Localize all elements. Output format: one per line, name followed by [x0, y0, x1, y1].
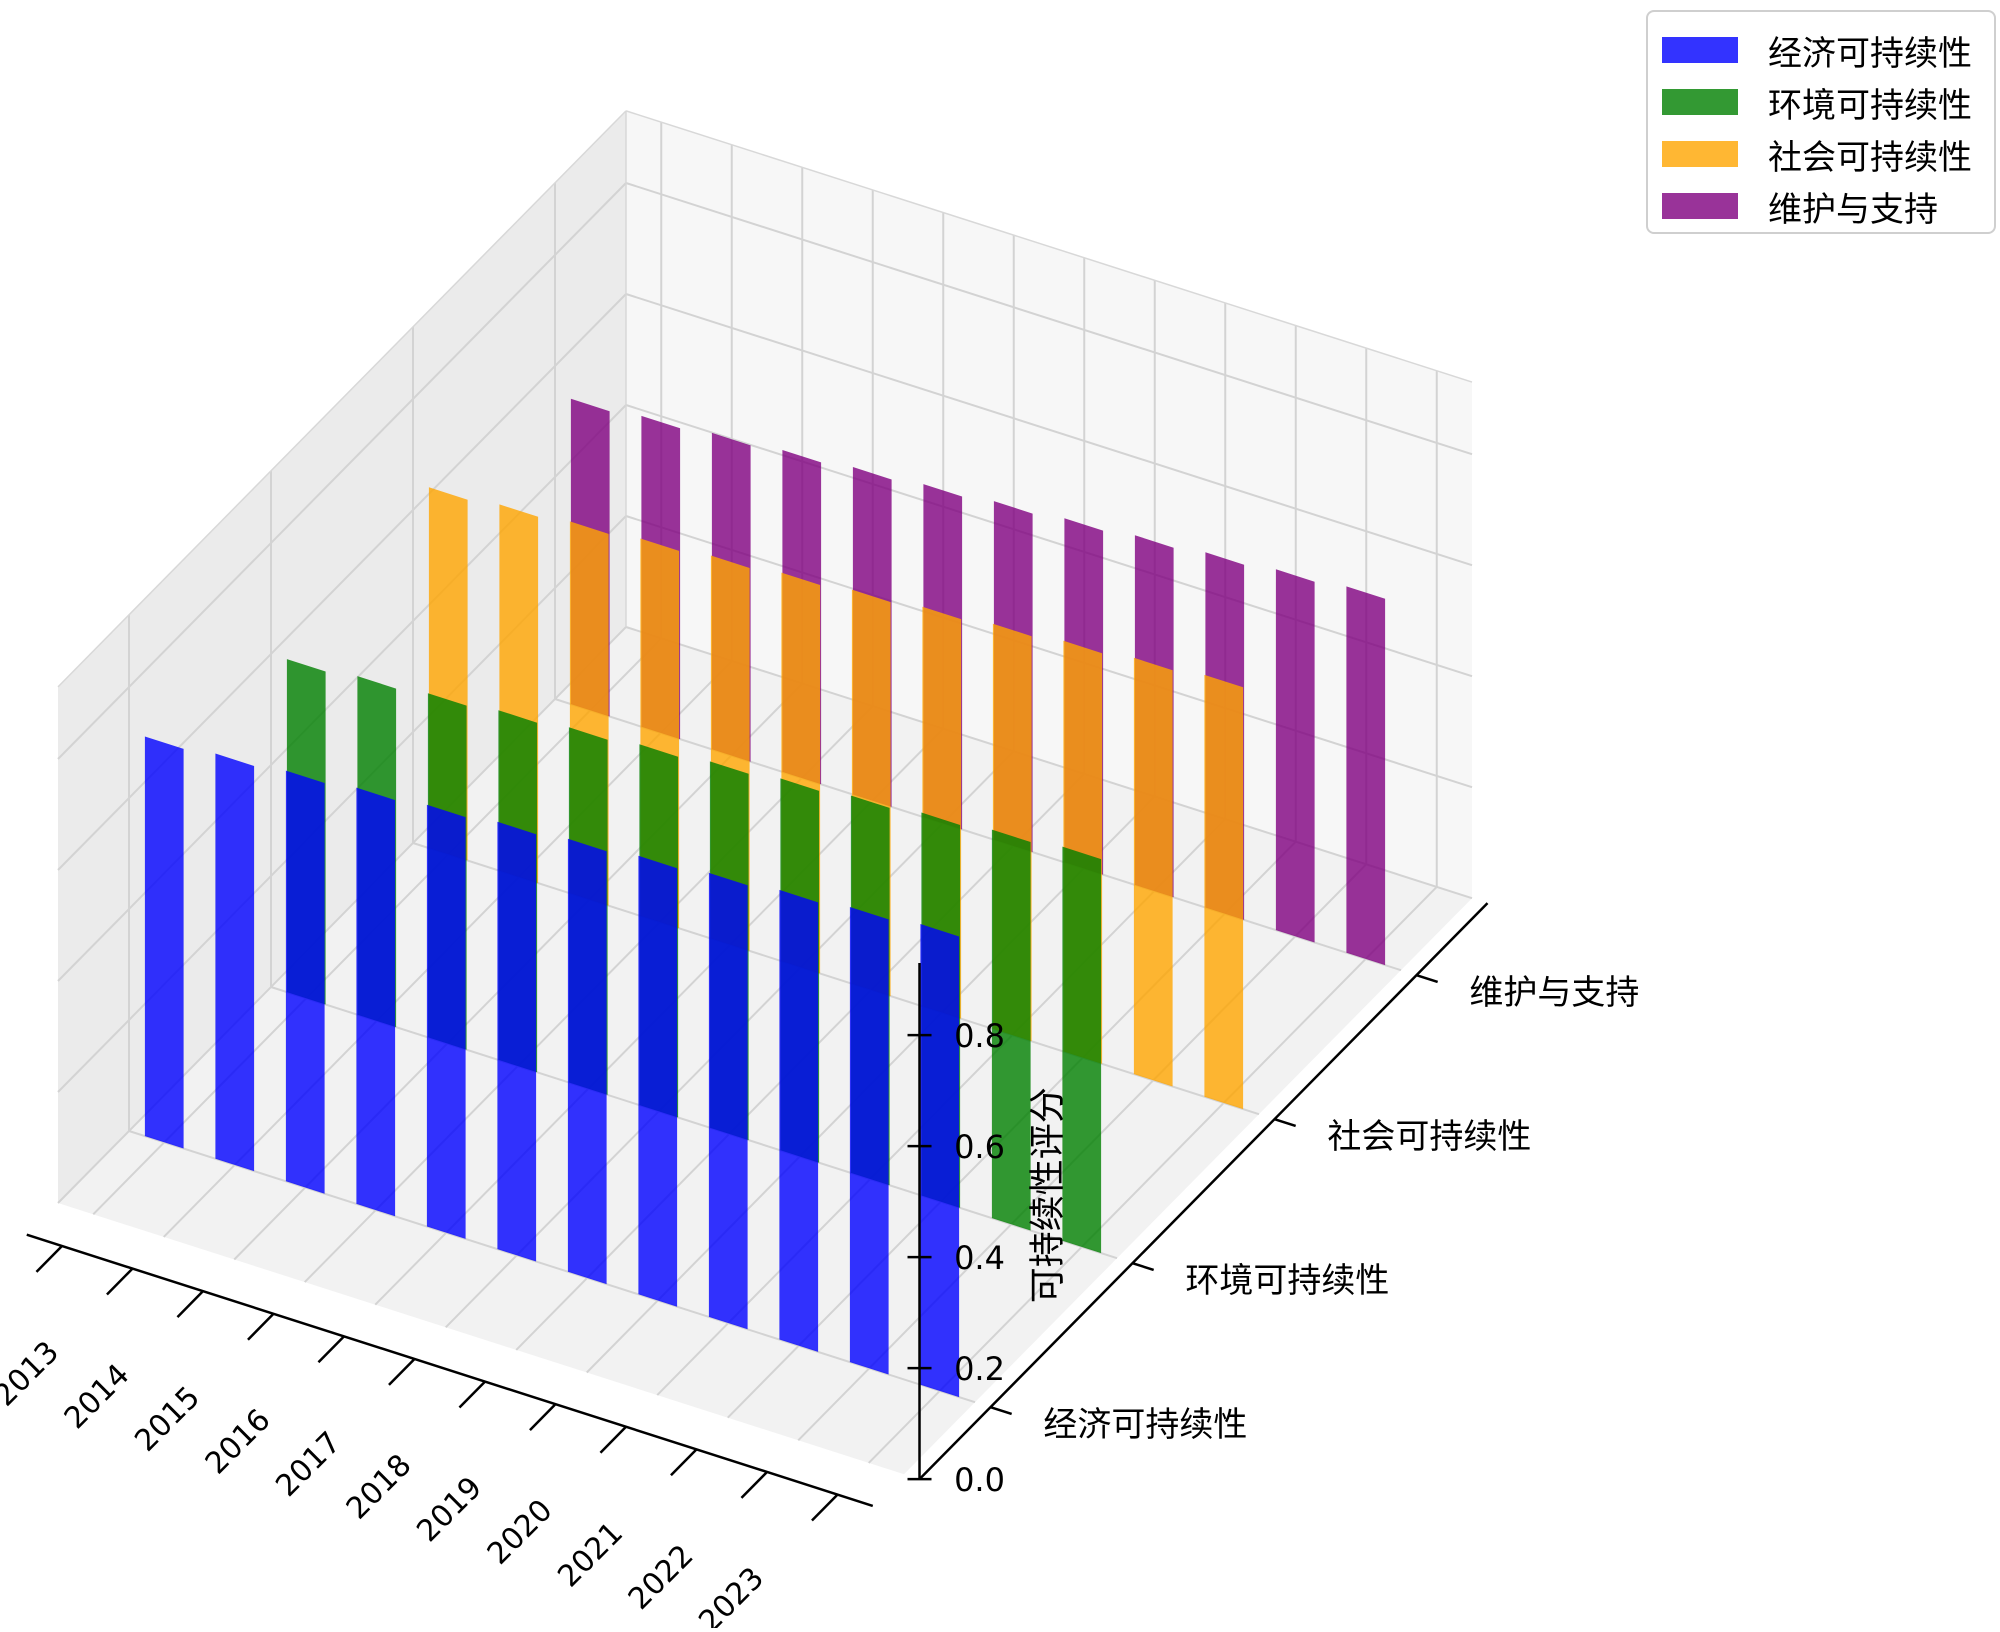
z-tick-label: 0.8: [954, 1017, 1005, 1055]
grid-line-x: [868, 886, 1438, 1464]
z-tick-label: 0.4: [954, 1239, 1005, 1277]
z-tick-label: 0.6: [954, 1128, 1005, 1166]
bar: [1346, 586, 1386, 966]
bar: [497, 821, 537, 1262]
legend-swatch-maintenance: [1662, 193, 1738, 219]
y-tick-label: 维护与支持: [1469, 973, 1639, 1013]
legend-item: 经济可持续性: [1662, 24, 1980, 76]
x-tick: [740, 1471, 768, 1499]
x-tick: [670, 1448, 698, 1477]
grid-line-y: [128, 1130, 976, 1404]
legend-item: 维护与支持: [1662, 180, 1980, 232]
legend-swatch-social: [1662, 141, 1738, 167]
bar: [426, 804, 466, 1239]
legend-item: 社会可持续性: [1662, 128, 1980, 180]
y-tick: [990, 1405, 1013, 1416]
floor-pane: [58, 627, 1472, 1475]
z-tick-label: 0.2: [954, 1350, 1005, 1388]
x-axis-line: [26, 1233, 874, 1508]
bar: [1275, 569, 1315, 943]
legend-label: 经济可持续性: [1768, 33, 1972, 74]
y-tick: [1416, 973, 1439, 984]
y-axis-line: [918, 902, 1489, 1481]
grid-line-y: [554, 698, 1402, 972]
x-tick: [247, 1312, 275, 1341]
x-tick: [599, 1425, 627, 1454]
x-tick-label: 2017: [269, 1425, 348, 1504]
bar: [1133, 657, 1173, 1087]
grid-line-z: [625, 293, 1473, 567]
grid-line-z: [625, 626, 1473, 900]
y-tick: [1132, 1261, 1155, 1272]
legend-item: 环境可持续性: [1662, 76, 1980, 128]
bar: [215, 753, 255, 1172]
y-tick: [1274, 1117, 1297, 1128]
bar: [1062, 846, 1102, 1254]
z-tick-label: 0.0: [954, 1461, 1005, 1499]
grid-line-z: [625, 515, 1473, 789]
grid-line-z: [625, 404, 1473, 678]
x-tick-label: 2016: [199, 1402, 278, 1481]
bar: [567, 838, 607, 1285]
bar: [144, 736, 184, 1149]
x-tick-label: 2022: [622, 1538, 701, 1617]
bar: [920, 924, 960, 1398]
back-wall-pane: [626, 110, 1472, 899]
x-tick: [176, 1290, 204, 1318]
x-tick-label: 2015: [128, 1380, 207, 1459]
left-wall-pane: [58, 110, 626, 1203]
x-tick: [529, 1403, 557, 1431]
pane-edge: [625, 110, 1473, 383]
grid-line-z: [57, 182, 627, 760]
legend: 经济可持续性 环境可持续性 社会可持续性 维护与支持: [1646, 10, 1996, 234]
grid-line-y: [412, 842, 1260, 1116]
bar: [779, 889, 819, 1352]
x-tick-label: 2021: [551, 1515, 630, 1594]
bar: [708, 872, 748, 1330]
x-tick: [106, 1267, 134, 1296]
x-tick: [317, 1335, 345, 1364]
x-tick-label: 2019: [410, 1470, 489, 1549]
z-axis-label: 可持续性评分: [1028, 1087, 1069, 1303]
bar: [285, 770, 325, 1194]
bar: [1204, 674, 1244, 1110]
x-tick-label: 2013: [0, 1335, 66, 1414]
x-tick-label: 2023: [692, 1561, 771, 1628]
x-tick: [388, 1358, 416, 1386]
legend-swatch-economic: [1662, 37, 1738, 63]
y-tick-label: 经济可持续性: [1043, 1405, 1247, 1445]
x-tick: [811, 1493, 839, 1522]
x-tick: [35, 1245, 63, 1273]
grid-line-y: [270, 986, 1118, 1260]
x-tick-label: 2020: [481, 1493, 560, 1572]
x-tick-label: 2014: [58, 1357, 137, 1436]
bar: [638, 855, 678, 1307]
bar: [849, 907, 889, 1375]
x-tick: [458, 1380, 486, 1409]
y-tick-label: 社会可持续性: [1327, 1117, 1531, 1157]
pane-edge: [57, 110, 627, 688]
legend-label: 环境可持续性: [1768, 85, 1972, 126]
bar: [356, 787, 396, 1217]
legend-label: 社会可持续性: [1768, 137, 1972, 178]
grid-line-z: [625, 182, 1473, 456]
legend-swatch-environment: [1662, 89, 1738, 115]
y-tick-label: 环境可持续性: [1185, 1261, 1389, 1301]
x-tick-label: 2018: [340, 1448, 419, 1527]
legend-label: 维护与支持: [1768, 189, 1938, 230]
bar: [991, 829, 1031, 1231]
